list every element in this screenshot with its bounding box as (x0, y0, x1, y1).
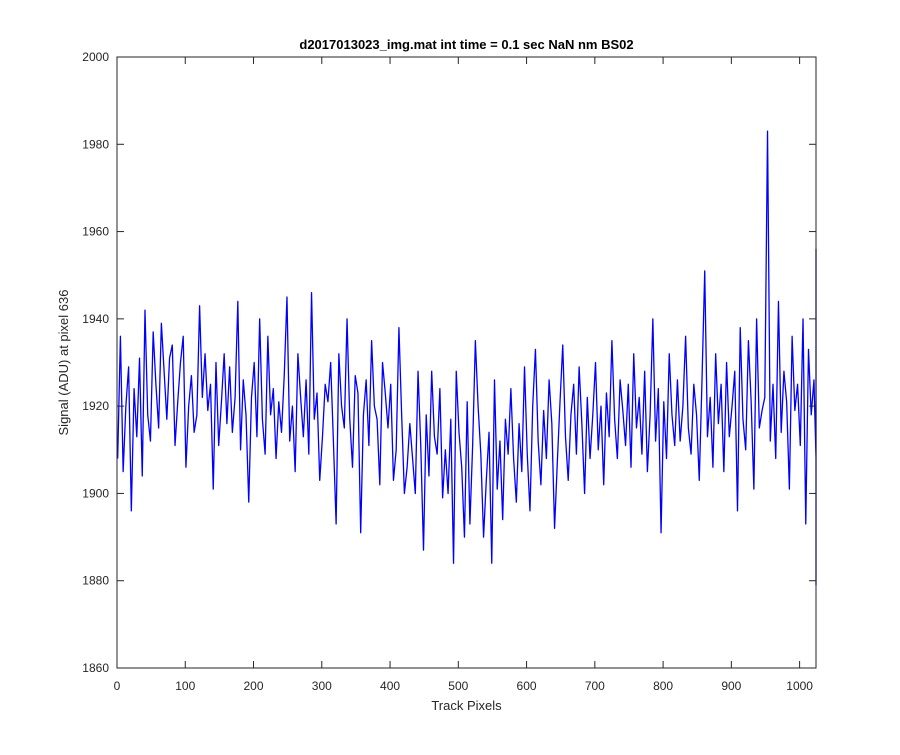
y-tick-label: 2000 (82, 50, 109, 64)
x-tick-label: 200 (244, 679, 264, 693)
y-tick-label: 1980 (82, 137, 109, 151)
x-tick-label: 700 (585, 679, 605, 693)
x-tick-label: 400 (380, 679, 400, 693)
y-tick-label: 1880 (82, 574, 109, 588)
x-tick-label: 500 (448, 679, 468, 693)
x-tick-label: 0 (114, 679, 121, 693)
x-tick-label: 600 (517, 679, 537, 693)
x-tick-label: 100 (175, 679, 195, 693)
x-axis-label: Track Pixels (431, 698, 502, 713)
y-tick-label: 1960 (82, 225, 109, 239)
y-axis-label: Signal (ADU) at pixel 636 (56, 290, 71, 436)
x-tick-label: 1000 (786, 679, 813, 693)
y-tick-label: 1900 (82, 486, 109, 500)
plot-area (117, 57, 816, 668)
x-tick-label: 900 (721, 679, 741, 693)
y-tick-label: 1920 (82, 399, 109, 413)
axes-box (116, 56, 817, 669)
x-tick-label: 300 (312, 679, 332, 693)
y-tick-label: 1940 (82, 312, 109, 326)
x-tick-label: 800 (653, 679, 673, 693)
y-tick-label: 1860 (82, 661, 109, 675)
chart-title: d2017013023_img.mat int time = 0.1 sec N… (299, 37, 633, 52)
